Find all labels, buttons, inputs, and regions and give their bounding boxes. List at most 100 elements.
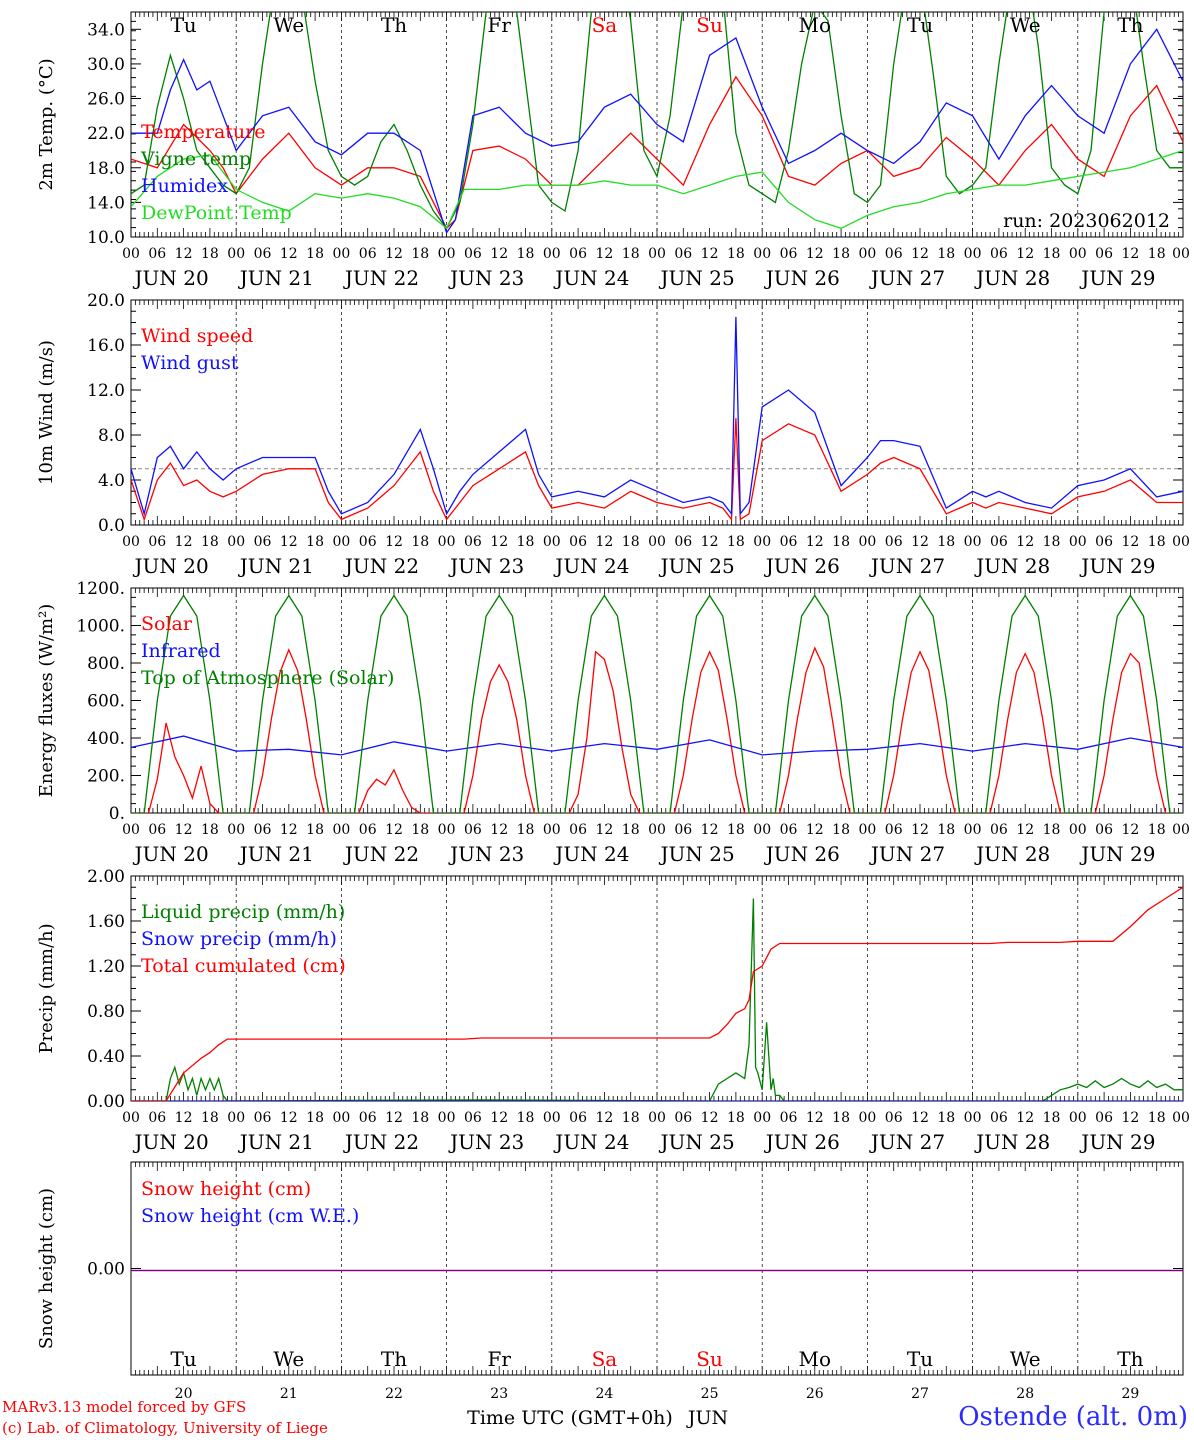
hour-tick-label: 18: [201, 1110, 219, 1126]
hour-tick-label: 00: [332, 246, 350, 262]
hour-tick-label: 00: [227, 534, 245, 550]
hour-tick-label: 18: [1148, 1110, 1166, 1126]
hour-tick-label: 12: [1016, 1110, 1034, 1126]
hour-tick-label: 18: [517, 822, 535, 838]
hour-tick-label: 06: [780, 534, 798, 550]
hour-tick-label: 06: [885, 534, 903, 550]
weekday-label: Sa: [592, 13, 618, 37]
hour-tick-label: 06: [359, 822, 377, 838]
day-number: 22: [385, 1386, 403, 1402]
hour-tick-label: 18: [201, 246, 219, 262]
legend-entry: Wind speed: [141, 325, 253, 347]
hour-tick-label: 12: [175, 1110, 193, 1126]
hour-tick-label: 00: [227, 1110, 245, 1126]
hour-tick-label: 00: [332, 534, 350, 550]
x-axis-title: Time UTC (GMT+0h): [467, 1407, 673, 1429]
hour-tick-label: 06: [990, 246, 1008, 262]
hour-tick-label: 00: [648, 1110, 666, 1126]
hour-tick-label: 06: [885, 1110, 903, 1126]
legend-entry: Snow height (cm W.E.): [141, 1205, 359, 1227]
hour-tick-label: 06: [359, 246, 377, 262]
hour-tick-label: 12: [490, 534, 508, 550]
hour-tick-label: 06: [569, 822, 587, 838]
hour-tick-label: 00: [332, 822, 350, 838]
hour-tick-label: 06: [359, 1110, 377, 1126]
y-tick-label: 800.: [87, 654, 125, 674]
hour-tick-label: 06: [359, 534, 377, 550]
hour-tick-label: 18: [306, 534, 324, 550]
day-number: 29: [1121, 1386, 1139, 1402]
hour-tick-label: 00: [753, 246, 771, 262]
hour-tick-label: 12: [280, 1110, 298, 1126]
panel-1: 10.0 14.0 18.0 22.0 26.0 30.0 34.0 2m Temp. (°C…: [36, 11, 1190, 290]
hour-tick-label: 18: [1148, 246, 1166, 262]
weekday-label: Sa: [592, 1347, 618, 1371]
hour-tick-label: 06: [148, 246, 166, 262]
hour-tick-label: 12: [806, 534, 824, 550]
date-label: JUN 23: [448, 554, 524, 578]
legend-entry: Humidex: [141, 175, 228, 197]
hour-tick-label: 06: [148, 534, 166, 550]
y-tick-label: 12.0: [87, 381, 125, 401]
y-tick-label: 1200.: [76, 579, 125, 599]
date-label: JUN 23: [448, 266, 524, 290]
hour-tick-label: 12: [280, 534, 298, 550]
hour-tick-label: 06: [674, 1110, 692, 1126]
hour-tick-label: 06: [1095, 534, 1113, 550]
date-label: JUN 25: [659, 266, 735, 290]
date-label: JUN 22: [343, 1130, 419, 1154]
date-label: JUN 21: [238, 1130, 314, 1154]
date-label: JUN 23: [448, 1130, 524, 1154]
station-label: Ostende (alt. 0m): [958, 1402, 1188, 1432]
hour-tick-label: 18: [306, 246, 324, 262]
day-number: 20: [175, 1386, 193, 1402]
date-label: JUN 25: [659, 554, 735, 578]
day-number: 27: [911, 1386, 929, 1402]
date-label: JUN 20: [133, 842, 209, 866]
hour-tick-label: 12: [1016, 822, 1034, 838]
hour-tick-label: 06: [885, 822, 903, 838]
hour-tick-label: 12: [175, 534, 193, 550]
hour-tick-label: 06: [569, 246, 587, 262]
hour-tick-label: 06: [990, 822, 1008, 838]
hour-tick-label: 00: [858, 534, 876, 550]
date-label: JUN 21: [238, 554, 314, 578]
y-axis-label: 10m Wind (m/s): [36, 340, 57, 485]
weekday-label: Mo: [799, 13, 832, 37]
legend-entry: Wind gust: [141, 352, 239, 374]
weekday-label: Su: [696, 13, 723, 37]
hour-tick-label: 12: [701, 534, 719, 550]
hour-tick-label: 00: [1069, 1110, 1087, 1126]
hour-tick-label: 12: [490, 822, 508, 838]
hour-tick-label: 06: [254, 1110, 272, 1126]
hour-tick-label: 12: [385, 822, 403, 838]
hour-tick-label: 00: [753, 534, 771, 550]
y-tick-label: 0.: [109, 804, 125, 824]
hour-tick-label: 18: [937, 246, 955, 262]
hour-tick-label: 00: [122, 246, 140, 262]
hour-tick-label: 00: [122, 822, 140, 838]
hour-tick-label: 18: [622, 1110, 640, 1126]
hour-tick-label: 12: [1121, 534, 1139, 550]
day-number: 23: [490, 1386, 508, 1402]
hour-tick-label: 18: [727, 534, 745, 550]
weekday-label: Th: [1117, 13, 1143, 37]
date-label: JUN 24: [553, 554, 629, 578]
legend-entry: Infrared: [141, 640, 221, 662]
day-number: 25: [701, 1386, 719, 1402]
series-line-vigne-temp: [131, 12, 1183, 230]
legend-entry: Vigne temp: [140, 148, 251, 170]
hour-tick-label: 06: [464, 534, 482, 550]
hour-tick-label: 12: [280, 822, 298, 838]
legend-entry: Temperature: [141, 121, 265, 143]
hour-tick-label: 18: [306, 1110, 324, 1126]
hour-tick-label: 12: [911, 1110, 929, 1126]
y-tick-label: 1.60: [87, 912, 125, 932]
y-tick-label: 8.0: [98, 426, 125, 446]
hour-tick-label: 18: [727, 246, 745, 262]
date-label: JUN 26: [764, 842, 840, 866]
date-label: JUN 29: [1079, 266, 1155, 290]
hour-tick-label: 00: [438, 534, 456, 550]
date-label: JUN 24: [553, 266, 629, 290]
panel-frame: [130, 587, 1184, 814]
